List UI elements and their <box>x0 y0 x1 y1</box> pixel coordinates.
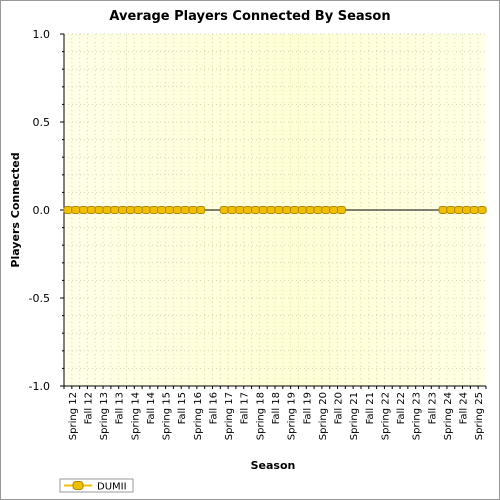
data-point <box>71 206 81 214</box>
x-tick-label: Fall 13 <box>115 392 126 424</box>
x-tick-label: Spring 25 <box>474 392 485 440</box>
x-tick-label: Spring 17 <box>224 392 235 440</box>
data-point <box>469 206 479 214</box>
x-tick-label: Spring 13 <box>99 392 110 440</box>
data-point <box>250 206 260 214</box>
x-tick-label: Spring 14 <box>130 392 141 440</box>
x-tick-label: Fall 16 <box>208 392 219 424</box>
y-tick-label: 0.0 <box>33 204 51 217</box>
x-tick-label: Spring 23 <box>412 392 423 440</box>
legend: DUMII <box>59 478 134 493</box>
data-point <box>274 206 284 214</box>
x-tick-label: Spring 19 <box>287 392 298 440</box>
x-tick-label: Fall 17 <box>240 392 251 424</box>
data-point <box>282 206 292 214</box>
legend-marker <box>72 481 84 490</box>
x-tick-label: Fall 21 <box>365 392 376 424</box>
y-tick-label: 1.0 <box>33 28 51 41</box>
x-tick-label: Spring 24 <box>443 392 454 440</box>
data-point <box>196 206 206 214</box>
data-point <box>446 206 456 214</box>
x-tick-label: Fall 23 <box>427 392 438 424</box>
x-tick-label: Fall 15 <box>177 392 188 424</box>
y-tick-label: -1.0 <box>29 380 50 393</box>
data-point <box>172 206 182 214</box>
data-point <box>110 206 120 214</box>
data-point <box>235 206 245 214</box>
data-point <box>188 206 198 214</box>
x-axis-ticks: Spring 12 Fall 12 Spring 13 Fall 13 Spring 1… <box>63 386 487 440</box>
x-tick-label: Spring 12 <box>68 392 79 440</box>
data-point <box>94 206 104 214</box>
data-point <box>219 206 229 214</box>
data-point <box>141 206 151 214</box>
data-point <box>321 206 331 214</box>
y-axis-ticks: 1.0 0.5 0.0 -0.5 -1.0 <box>29 28 64 393</box>
y-axis-label: Players Connected <box>9 152 22 267</box>
data-point <box>125 206 135 214</box>
x-tick-label: Fall 19 <box>302 392 313 424</box>
x-tick-label: Fall 18 <box>271 392 282 424</box>
x-tick-label: Fall 20 <box>334 392 345 424</box>
x-tick-label: Spring 16 <box>193 392 204 440</box>
series-layer <box>63 206 487 214</box>
x-tick-label: Fall 12 <box>83 392 94 424</box>
x-tick-label: Spring 20 <box>318 392 329 440</box>
data-point <box>133 206 143 214</box>
legend-label-dumii: DUMII <box>97 482 127 493</box>
data-point <box>461 206 471 214</box>
data-point <box>149 206 159 214</box>
x-tick-label: Spring 21 <box>349 392 360 440</box>
y-tick-label: 0.5 <box>33 116 51 129</box>
x-tick-label: Spring 22 <box>380 392 391 440</box>
data-point <box>86 206 96 214</box>
data-point <box>63 206 73 214</box>
x-tick-label: Spring 15 <box>162 392 173 440</box>
data-point <box>297 206 307 214</box>
x-axis-label: Season <box>251 459 296 472</box>
data-point <box>180 206 190 214</box>
data-point <box>454 206 464 214</box>
x-tick-label: Fall 22 <box>396 392 407 424</box>
data-point <box>266 206 276 214</box>
y-tick-label: -0.5 <box>29 292 50 305</box>
data-point <box>305 206 315 214</box>
data-point <box>438 206 448 214</box>
x-tick-label: Spring 18 <box>255 392 266 440</box>
x-tick-label: Fall 24 <box>459 392 470 424</box>
data-point <box>157 206 167 214</box>
data-point <box>118 206 128 214</box>
data-point <box>336 206 346 214</box>
data-point <box>313 206 323 214</box>
data-point <box>243 206 253 214</box>
data-point <box>227 206 237 214</box>
data-point <box>165 206 174 214</box>
x-tick-label: Fall 14 <box>146 392 157 424</box>
data-point <box>258 206 268 214</box>
data-point <box>290 206 300 214</box>
chart-title: Average Players Connected By Season <box>109 9 391 24</box>
data-point <box>477 206 487 214</box>
data-point <box>102 206 112 214</box>
data-point <box>79 206 89 214</box>
data-point <box>329 206 339 214</box>
